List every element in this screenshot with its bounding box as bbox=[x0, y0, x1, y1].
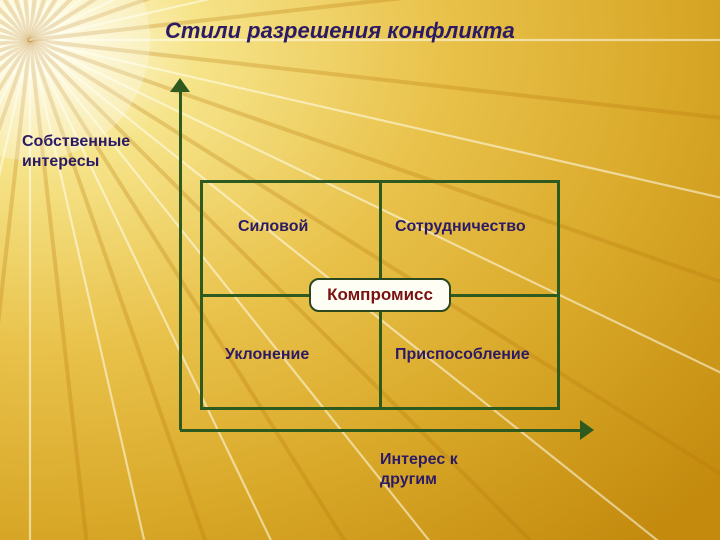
cell-bottom-left: Уклонение bbox=[225, 346, 309, 364]
x-axis-label-line2: другим bbox=[380, 471, 437, 488]
x-axis-line bbox=[180, 429, 580, 432]
y-axis-arrow bbox=[170, 78, 190, 92]
center-compromise-label: Компромисс bbox=[327, 285, 433, 305]
y-axis-label-line2: интересы bbox=[22, 153, 99, 170]
center-compromise-box: Компромисс bbox=[309, 278, 451, 312]
cell-top-left: Силовой bbox=[238, 218, 308, 236]
x-axis-label: Интерес к другим bbox=[380, 450, 458, 490]
y-axis-line bbox=[179, 88, 182, 430]
y-axis-label: Собственные интересы bbox=[22, 132, 130, 172]
slide-stage: Стили разрешения конфликта Собственные и… bbox=[0, 0, 720, 540]
x-axis-label-line1: Интерес к bbox=[380, 451, 458, 468]
cell-bottom-right: Приспособление bbox=[395, 346, 530, 364]
x-axis-arrow bbox=[580, 420, 594, 440]
slide-title: Стили разрешения конфликта bbox=[165, 18, 515, 44]
cell-top-right: Сотрудничество bbox=[395, 218, 526, 236]
y-axis-label-line1: Собственные bbox=[22, 133, 130, 150]
